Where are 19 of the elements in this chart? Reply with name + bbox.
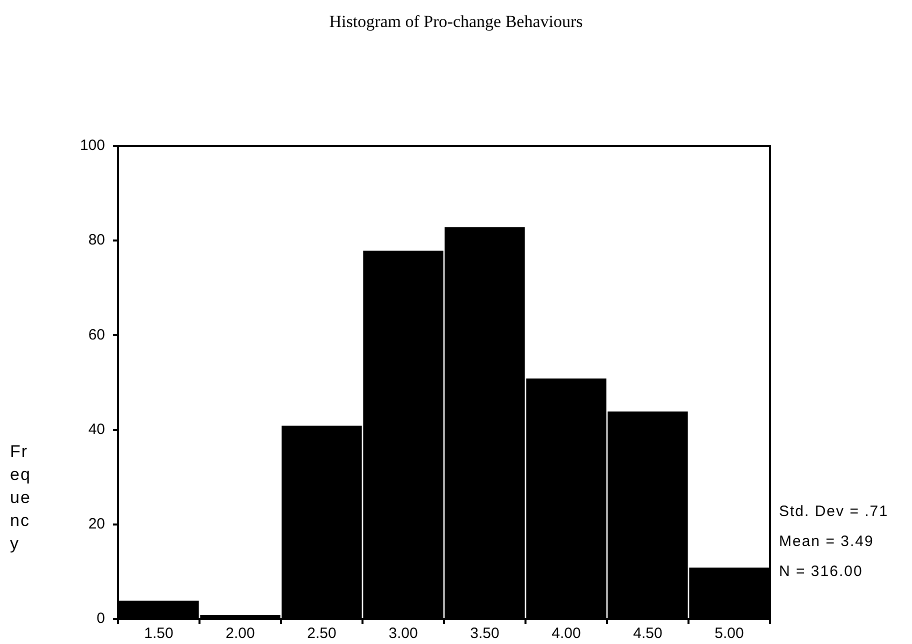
y-axis-title: Frequency bbox=[10, 441, 32, 555]
x-tick-label: 5.00 bbox=[714, 625, 744, 642]
text: Std. Dev = .71 bbox=[779, 502, 888, 522]
x-tick-label: 4.00 bbox=[552, 625, 581, 642]
x-tick-label: 4.50 bbox=[633, 625, 662, 642]
x-tick-label: 3.00 bbox=[388, 625, 418, 642]
text: N = 316.00 bbox=[779, 562, 864, 582]
x-tick-label: 2.00 bbox=[226, 625, 255, 642]
y-tick-label: 100 bbox=[80, 137, 105, 154]
chart-title: Histogram of Pro-change Behaviours bbox=[328, 12, 584, 32]
text: Mean = 3.49 bbox=[779, 532, 875, 552]
y-tick-label: 60 bbox=[88, 326, 105, 344]
y-tick-label: 80 bbox=[88, 232, 105, 249]
y-tick-label: 40 bbox=[88, 420, 105, 438]
y-tick-label: 0 bbox=[96, 610, 105, 628]
x-tick-label: 3.50 bbox=[470, 625, 500, 642]
x-tick-label: 2.50 bbox=[307, 625, 336, 642]
y-tick-label: 20 bbox=[88, 516, 105, 533]
x-tick-label: 1.50 bbox=[144, 625, 174, 642]
